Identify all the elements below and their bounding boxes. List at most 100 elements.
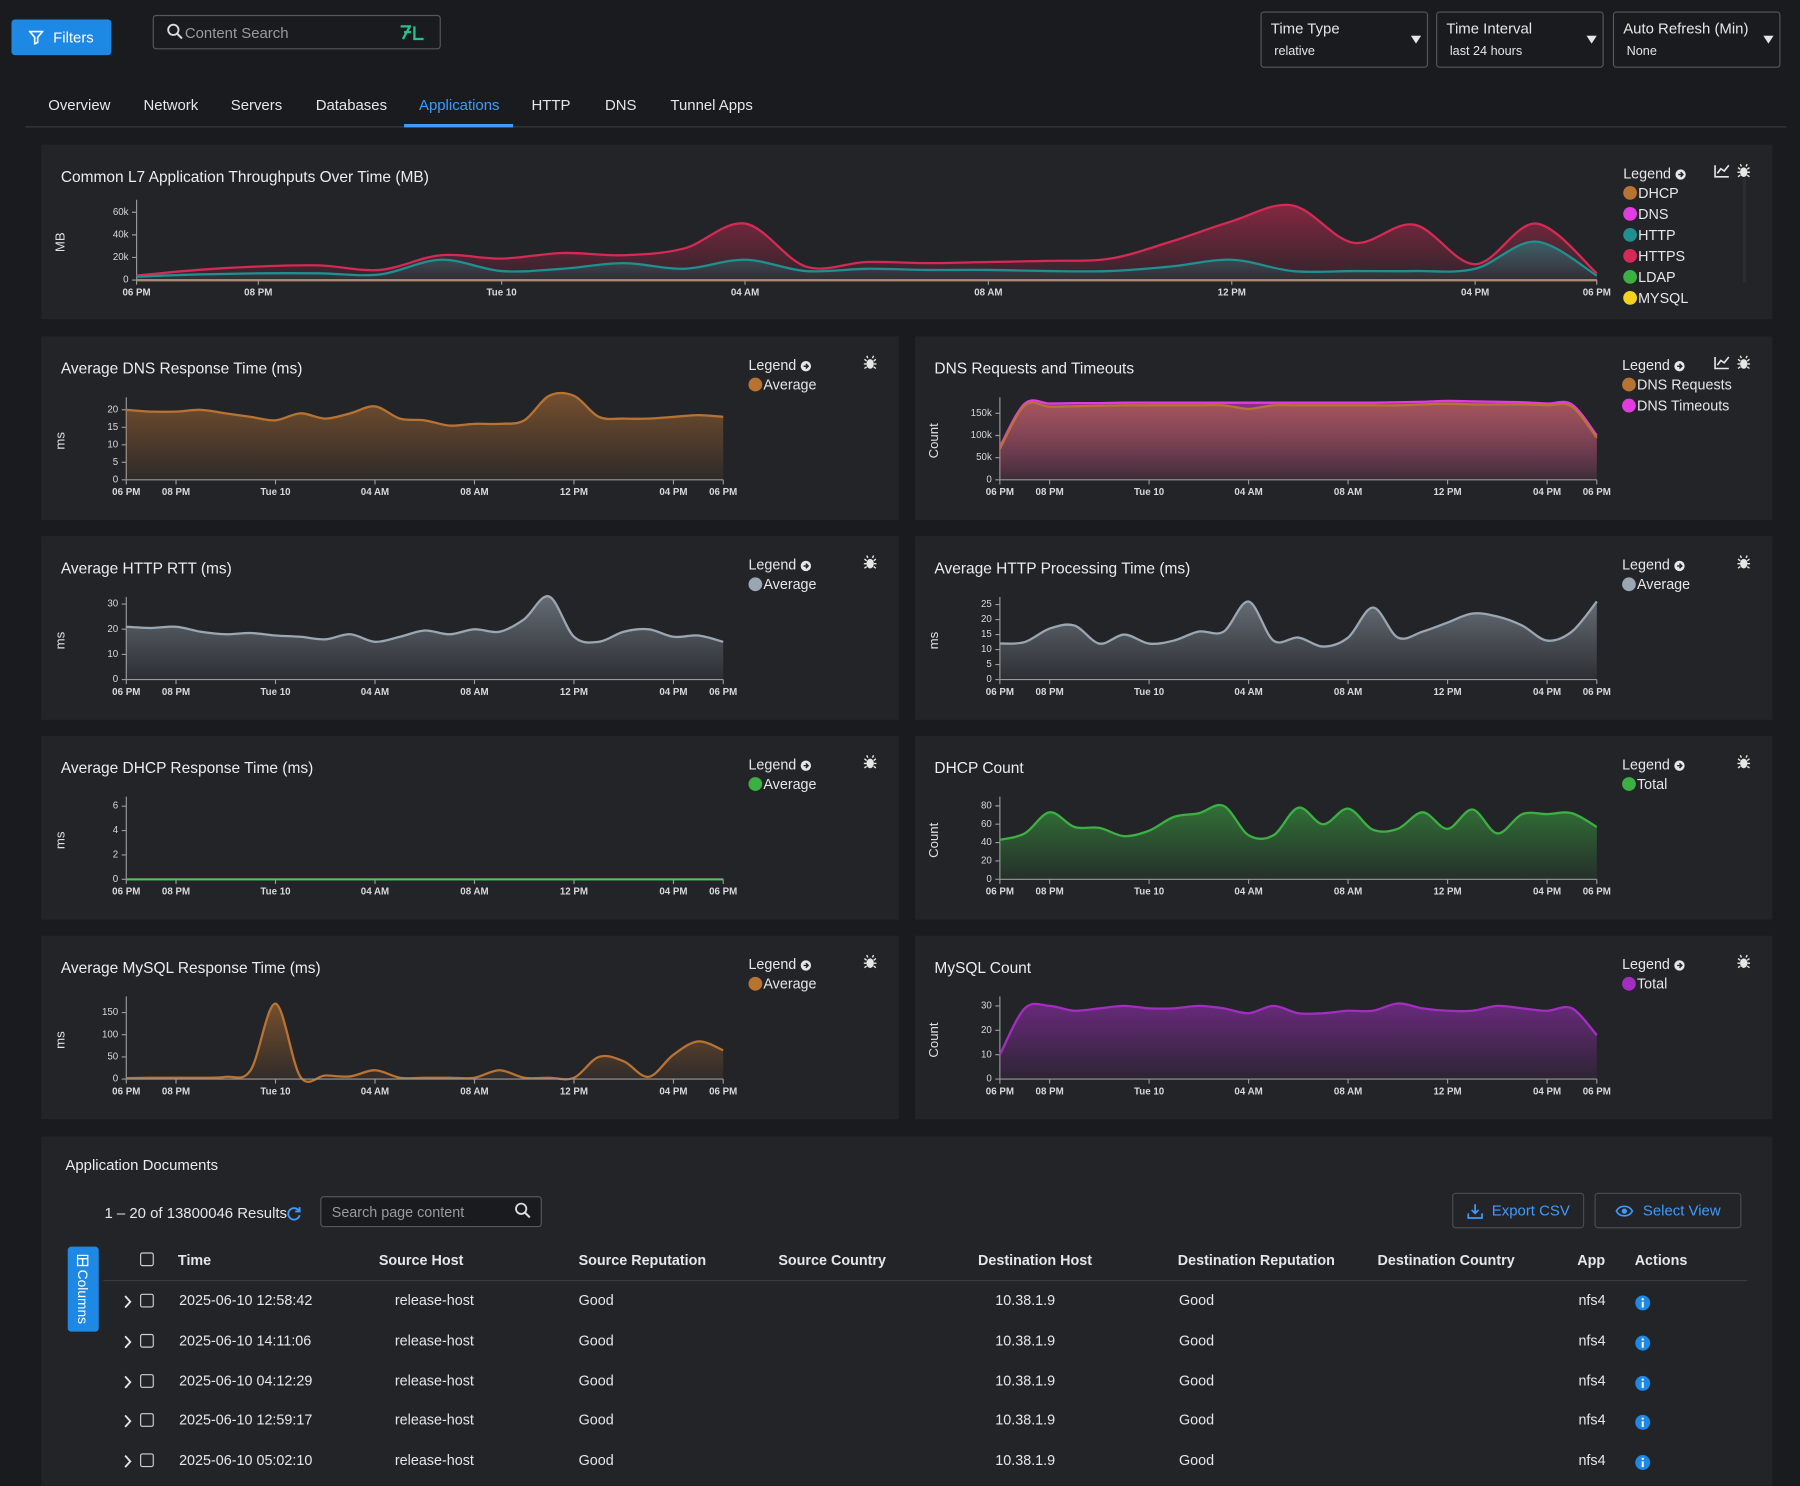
column-header[interactable]: Actions	[1635, 1252, 1688, 1268]
legend-label[interactable]: DNS	[1638, 207, 1668, 223]
export-csv-button[interactable]: Export CSV	[1452, 1193, 1584, 1229]
legend-swatch[interactable]	[1622, 777, 1636, 791]
row-checkbox[interactable]	[140, 1374, 154, 1388]
row-checkbox[interactable]	[140, 1414, 154, 1428]
expand-row[interactable]	[123, 1335, 132, 1349]
tab[interactable]: Network	[143, 96, 198, 113]
tab[interactable]: Tunnel Apps	[670, 96, 752, 113]
header-checkbox[interactable]	[140, 1252, 154, 1266]
expand-row[interactable]	[123, 1295, 132, 1309]
dropdown[interactable]: Time Typerelative	[1260, 11, 1428, 67]
column-header[interactable]: Destination Reputation	[1178, 1252, 1335, 1268]
legend-swatch[interactable]	[748, 777, 762, 791]
legend-toggle[interactable]	[1674, 761, 1684, 771]
legend-swatch[interactable]	[1623, 249, 1637, 263]
info-action[interactable]	[1635, 1455, 1651, 1471]
tab[interactable]: DNS	[605, 96, 637, 113]
info-action[interactable]	[1635, 1415, 1651, 1431]
legend-label[interactable]: Total	[1637, 777, 1667, 793]
tab[interactable]: Applications	[419, 96, 499, 113]
legend-swatch[interactable]	[1623, 291, 1637, 305]
info-action[interactable]	[1635, 1335, 1651, 1351]
column-header[interactable]: Source Reputation	[579, 1252, 707, 1268]
legend-toggle[interactable]	[801, 960, 811, 970]
legend-toggle[interactable]	[1675, 169, 1685, 179]
dropdown[interactable]: Auto Refresh (Min)None	[1613, 11, 1781, 67]
legend-swatch[interactable]	[748, 577, 762, 591]
column-header[interactable]: Source Country	[778, 1252, 886, 1268]
column-header[interactable]: App	[1577, 1252, 1605, 1268]
filters-button[interactable]: Filters	[11, 20, 111, 56]
debug-icon[interactable]	[864, 755, 877, 768]
legend-swatch[interactable]	[1622, 977, 1636, 991]
legend-title[interactable]: Legend	[1622, 558, 1670, 574]
legend-label[interactable]: Average	[1637, 577, 1690, 593]
legend-label[interactable]: Average	[763, 977, 816, 993]
expand-row[interactable]	[123, 1375, 132, 1389]
table-search[interactable]: Search page content	[320, 1196, 542, 1227]
tab[interactable]: Servers	[231, 96, 282, 113]
legend-title[interactable]: Legend	[1622, 358, 1670, 374]
info-action[interactable]	[1635, 1295, 1651, 1311]
legend-title[interactable]: Legend	[1622, 957, 1670, 973]
debug-icon[interactable]	[1737, 164, 1750, 177]
tab[interactable]: Databases	[316, 96, 387, 113]
columns-button[interactable]: Columns	[68, 1247, 99, 1332]
legend-swatch[interactable]	[1623, 228, 1637, 242]
row-checkbox[interactable]	[140, 1454, 154, 1468]
legend-label[interactable]: HTTP	[1638, 228, 1675, 244]
legend-label[interactable]: DNS Requests	[1637, 377, 1732, 393]
debug-icon[interactable]	[864, 955, 877, 968]
debug-icon[interactable]	[864, 556, 877, 569]
legend-title[interactable]: Legend	[748, 558, 796, 574]
legend-title[interactable]: Legend	[748, 358, 796, 374]
legend-toggle[interactable]	[1674, 361, 1684, 371]
legend-toggle[interactable]	[801, 361, 811, 371]
column-header[interactable]: Time	[178, 1252, 211, 1268]
legend-label[interactable]: Average	[763, 577, 816, 593]
legend-label[interactable]: Average	[763, 377, 816, 393]
debug-icon[interactable]	[1737, 356, 1750, 369]
legend-toggle[interactable]	[1674, 960, 1684, 970]
column-header[interactable]: Source Host	[379, 1252, 464, 1268]
content-search[interactable]: Content Search	[153, 15, 441, 49]
column-header[interactable]: Destination Host	[978, 1252, 1092, 1268]
info-action[interactable]	[1635, 1375, 1651, 1391]
legend-swatch[interactable]	[748, 977, 762, 991]
expand-row[interactable]	[123, 1455, 132, 1469]
legend-label[interactable]: HTTPS	[1638, 249, 1685, 265]
legend-title[interactable]: Legend	[748, 757, 796, 773]
dropdown[interactable]: Time Intervallast 24 hours	[1436, 11, 1604, 67]
legend-label[interactable]: Total	[1637, 977, 1667, 993]
select-view-button[interactable]: Select View	[1595, 1193, 1742, 1229]
tab[interactable]: Overview	[48, 96, 110, 113]
debug-icon[interactable]	[864, 356, 877, 369]
legend-title[interactable]: Legend	[748, 957, 796, 973]
legend-toggle[interactable]	[801, 761, 811, 771]
debug-icon[interactable]	[1737, 755, 1750, 768]
expand-row[interactable]	[123, 1415, 132, 1429]
legend-swatch[interactable]	[1623, 186, 1637, 200]
legend-swatch[interactable]	[1623, 270, 1637, 284]
legend-label[interactable]: Average	[763, 777, 816, 793]
chart-icon[interactable]	[1715, 357, 1729, 368]
row-checkbox[interactable]	[140, 1334, 154, 1348]
column-header[interactable]: Destination Country	[1378, 1252, 1515, 1268]
row-checkbox[interactable]	[140, 1294, 154, 1308]
chart-icon[interactable]	[1715, 165, 1729, 176]
legend-label[interactable]: DNS Timeouts	[1637, 399, 1729, 415]
legend-swatch[interactable]	[748, 378, 762, 392]
query-language-icon[interactable]	[399, 24, 424, 41]
legend-swatch[interactable]	[1622, 399, 1636, 413]
legend-title[interactable]: Legend	[1622, 757, 1670, 773]
legend-label[interactable]: LDAP	[1638, 270, 1675, 286]
legend-toggle[interactable]	[1674, 561, 1684, 571]
legend-title[interactable]: Legend	[1623, 166, 1671, 182]
legend-label[interactable]: DHCP	[1638, 186, 1679, 202]
tab[interactable]: HTTP	[532, 96, 571, 113]
legend-swatch[interactable]	[1623, 207, 1637, 221]
refresh-icon[interactable]	[286, 1205, 302, 1221]
debug-icon[interactable]	[1737, 556, 1750, 569]
legend-swatch[interactable]	[1622, 577, 1636, 591]
legend-label[interactable]: MYSQL	[1638, 291, 1688, 307]
